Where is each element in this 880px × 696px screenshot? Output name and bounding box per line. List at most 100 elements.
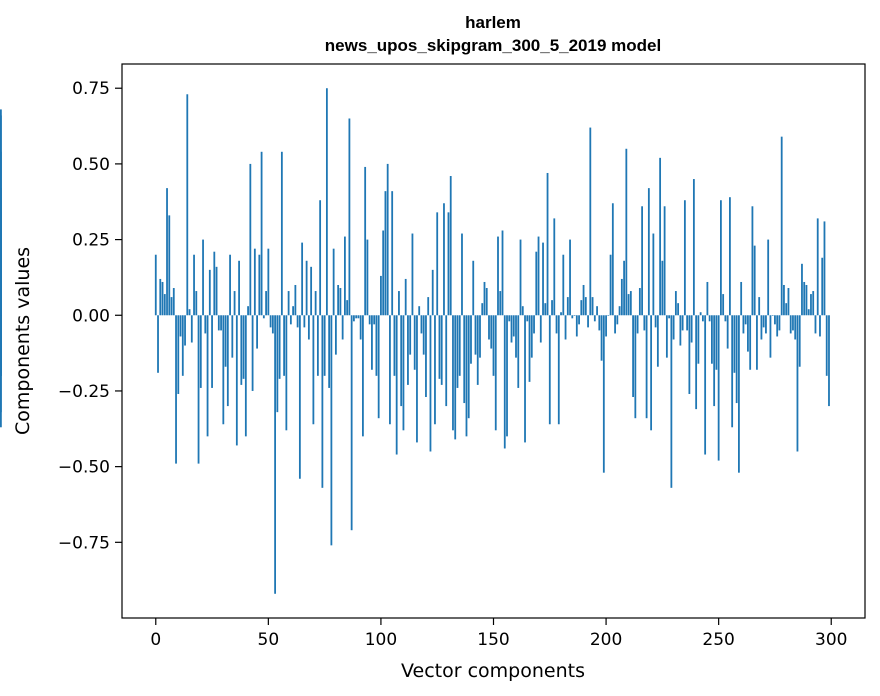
bar bbox=[828, 315, 830, 407]
bar bbox=[409, 315, 412, 355]
bar bbox=[181, 315, 184, 376]
bar bbox=[551, 300, 553, 316]
bar bbox=[600, 315, 603, 361]
bar bbox=[323, 315, 326, 376]
bar bbox=[429, 315, 432, 452]
bar bbox=[0, 188, 2, 316]
x-tick-label: 150 bbox=[477, 630, 509, 650]
bar bbox=[251, 315, 254, 391]
bar bbox=[553, 218, 556, 316]
bar bbox=[497, 236, 499, 316]
bar bbox=[476, 315, 479, 385]
bar bbox=[573, 315, 576, 316]
bar bbox=[298, 315, 301, 479]
bar bbox=[427, 297, 430, 316]
bar bbox=[695, 315, 698, 410]
bar bbox=[769, 315, 772, 358]
y-tick-label: −0.50 bbox=[58, 458, 110, 478]
bar bbox=[717, 315, 720, 461]
bar bbox=[726, 315, 729, 349]
bar bbox=[587, 315, 589, 328]
chart-title: harlem bbox=[465, 13, 521, 32]
bar bbox=[823, 221, 826, 316]
bar bbox=[330, 315, 333, 546]
y-tick-label: 0.75 bbox=[72, 79, 110, 99]
bar bbox=[492, 315, 495, 376]
bar bbox=[544, 303, 547, 316]
bar bbox=[247, 306, 249, 316]
bar bbox=[701, 315, 704, 322]
bar bbox=[289, 315, 292, 325]
bar bbox=[530, 315, 533, 358]
bar bbox=[278, 315, 281, 379]
bar bbox=[157, 315, 159, 373]
bar bbox=[341, 315, 344, 340]
bar bbox=[706, 281, 709, 316]
bar bbox=[814, 315, 817, 334]
chart-subtitle: news_upos_skipgram_300_5_2019 model bbox=[325, 36, 661, 55]
bar bbox=[213, 251, 216, 316]
bar bbox=[652, 233, 655, 316]
bar bbox=[418, 306, 421, 316]
bar bbox=[765, 315, 767, 334]
bar bbox=[377, 315, 380, 419]
bar bbox=[316, 315, 319, 376]
bar bbox=[285, 315, 288, 431]
bar bbox=[629, 291, 632, 316]
bar bbox=[188, 309, 191, 316]
bar bbox=[740, 281, 743, 316]
x-tick-label: 250 bbox=[702, 630, 734, 650]
bar bbox=[713, 315, 716, 407]
bar bbox=[161, 281, 164, 316]
bar bbox=[663, 206, 666, 316]
bar bbox=[312, 315, 315, 425]
bar bbox=[283, 315, 286, 376]
bar bbox=[591, 297, 594, 316]
bar bbox=[526, 315, 529, 322]
bar bbox=[474, 315, 477, 355]
bar bbox=[389, 315, 391, 425]
bar bbox=[645, 315, 648, 419]
bar bbox=[348, 118, 351, 316]
bar bbox=[422, 315, 425, 355]
bar bbox=[276, 315, 279, 413]
bar bbox=[287, 291, 290, 316]
bar bbox=[708, 315, 711, 322]
bar bbox=[729, 197, 731, 316]
bar bbox=[515, 315, 517, 358]
bar bbox=[602, 315, 605, 473]
bar bbox=[681, 315, 684, 331]
y-tick-label: 0.25 bbox=[72, 231, 110, 251]
bar bbox=[596, 306, 598, 316]
bar bbox=[731, 315, 734, 428]
bar bbox=[488, 315, 490, 340]
bar bbox=[190, 315, 193, 343]
bar bbox=[362, 315, 364, 437]
bar bbox=[458, 315, 461, 376]
bar bbox=[715, 315, 718, 370]
bar bbox=[301, 242, 304, 316]
bar bbox=[357, 315, 360, 319]
bar bbox=[366, 239, 369, 316]
bar bbox=[548, 315, 551, 425]
bar bbox=[584, 297, 587, 316]
bar bbox=[508, 315, 511, 322]
y-tick-label: −0.75 bbox=[58, 533, 110, 553]
x-tick-label: 200 bbox=[590, 630, 622, 650]
bar bbox=[238, 260, 240, 316]
bar bbox=[184, 315, 186, 346]
bar bbox=[353, 315, 355, 322]
bar bbox=[690, 315, 693, 343]
bar bbox=[656, 315, 659, 367]
bar bbox=[168, 215, 171, 316]
bar bbox=[674, 291, 677, 316]
bar bbox=[465, 315, 468, 437]
bar bbox=[204, 315, 207, 334]
bar bbox=[654, 315, 657, 328]
bar bbox=[605, 315, 607, 337]
x-tick-label: 50 bbox=[258, 630, 280, 650]
bar bbox=[735, 315, 738, 404]
bar bbox=[668, 315, 671, 319]
bar bbox=[665, 315, 668, 358]
